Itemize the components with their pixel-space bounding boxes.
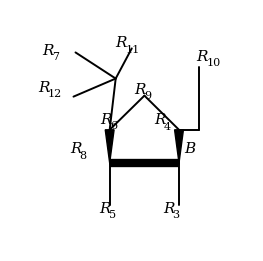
Text: R: R xyxy=(116,36,127,50)
Text: 3: 3 xyxy=(173,210,180,220)
Text: R: R xyxy=(42,44,54,58)
Text: R: R xyxy=(163,201,174,216)
Text: 12: 12 xyxy=(48,89,62,99)
Text: R: R xyxy=(101,113,112,127)
Text: R: R xyxy=(70,143,82,157)
Text: 7: 7 xyxy=(52,52,59,62)
Text: 5: 5 xyxy=(109,210,117,220)
Polygon shape xyxy=(105,130,114,163)
Text: R: R xyxy=(154,113,166,127)
Text: 10: 10 xyxy=(206,58,221,68)
Text: R: R xyxy=(134,82,146,97)
Text: 8: 8 xyxy=(80,151,87,161)
Text: B: B xyxy=(185,143,196,157)
Text: R: R xyxy=(38,81,49,94)
Text: 4: 4 xyxy=(164,122,171,132)
Text: 9: 9 xyxy=(144,91,151,101)
Text: R: R xyxy=(197,50,208,64)
Text: 11: 11 xyxy=(125,45,140,55)
Text: 6: 6 xyxy=(110,121,117,131)
Polygon shape xyxy=(175,130,183,163)
Text: R: R xyxy=(100,201,111,216)
